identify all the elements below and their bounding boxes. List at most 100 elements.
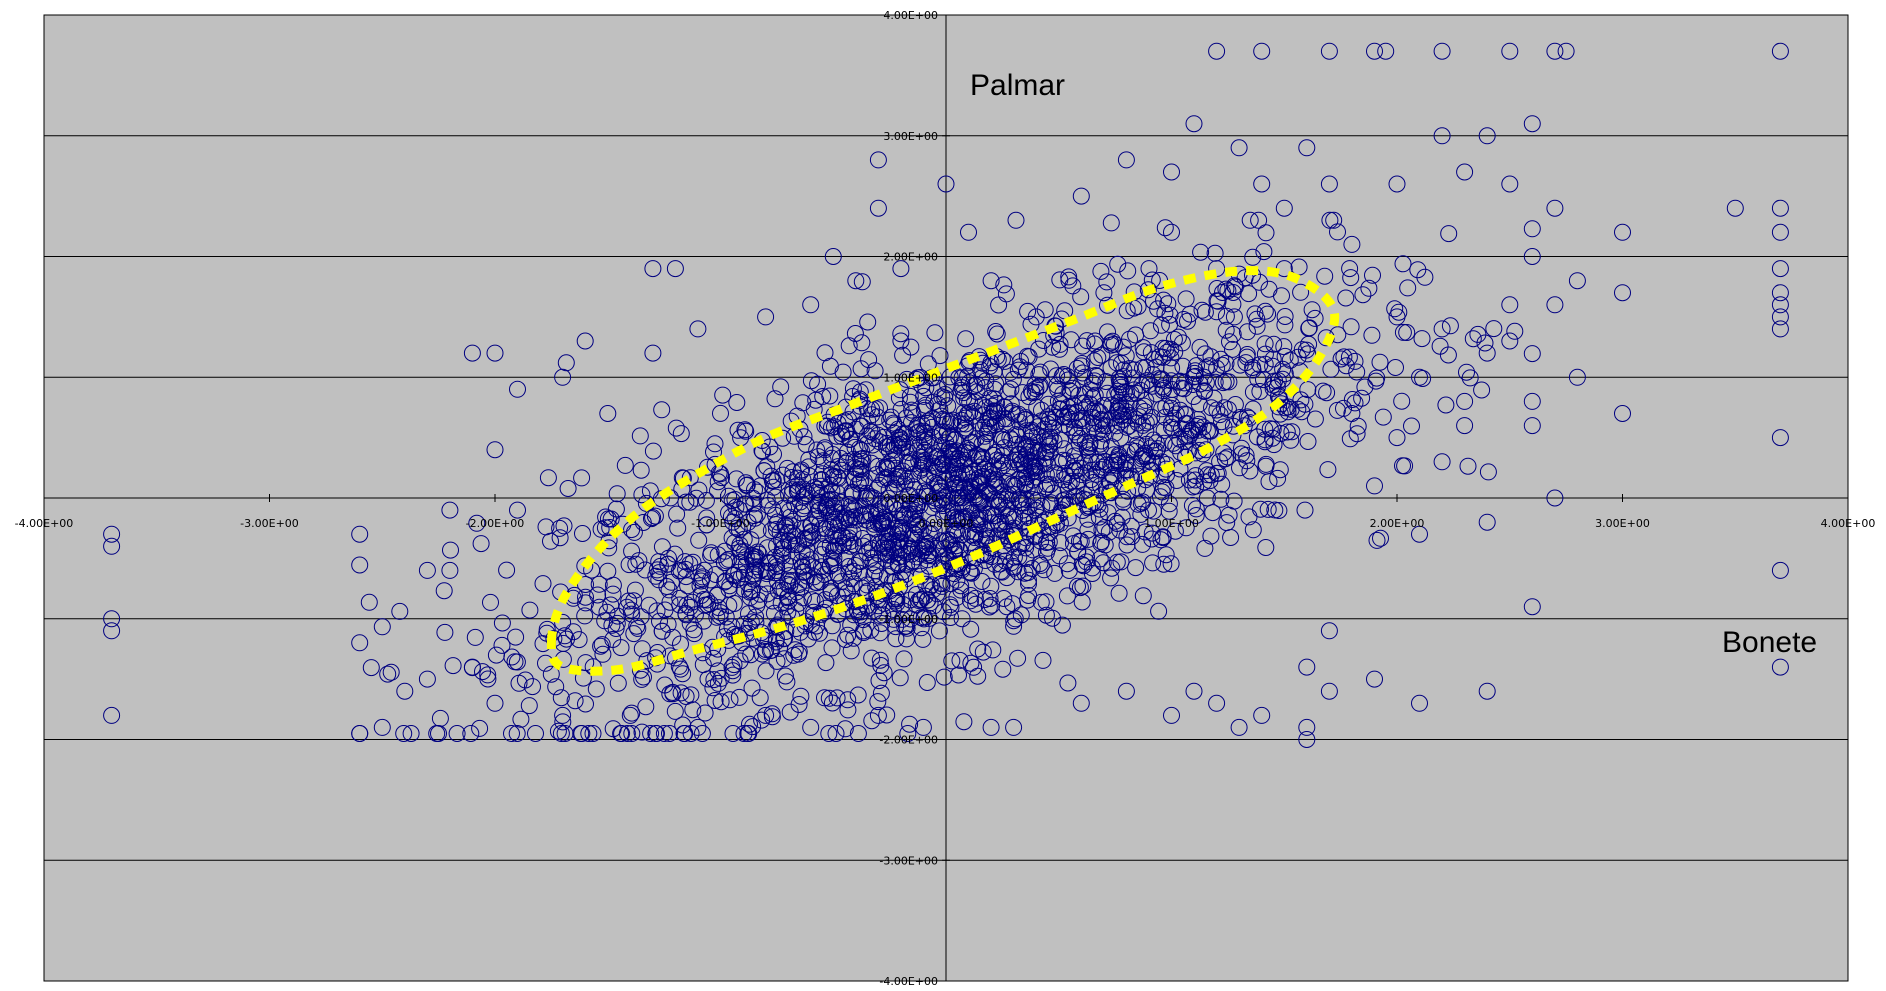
data-point xyxy=(839,691,857,709)
data-point xyxy=(997,285,1015,303)
data-point xyxy=(1020,509,1037,527)
data-point xyxy=(827,725,845,742)
data-point xyxy=(625,625,643,643)
data-point xyxy=(402,725,420,742)
data-point xyxy=(919,431,936,449)
data-point xyxy=(1190,421,1207,439)
data-point xyxy=(689,320,707,338)
data-point xyxy=(512,710,530,728)
data-point xyxy=(891,669,909,687)
data-point xyxy=(1208,359,1226,377)
data-point xyxy=(880,455,898,473)
data-point xyxy=(1342,269,1360,287)
data-point xyxy=(965,658,983,676)
data-point xyxy=(1261,420,1279,438)
data-point xyxy=(1179,312,1196,330)
data-point xyxy=(1145,431,1162,449)
data-point xyxy=(863,539,881,557)
data-point xyxy=(436,623,454,641)
data-point xyxy=(839,626,857,644)
data-point xyxy=(1726,199,1744,217)
data-point xyxy=(1009,563,1027,581)
data-point xyxy=(878,706,896,724)
data-point xyxy=(764,592,781,610)
data-point xyxy=(1165,331,1183,348)
data-point xyxy=(946,431,964,449)
data-point xyxy=(1020,587,1038,604)
data-point xyxy=(684,553,702,571)
data-point xyxy=(780,532,798,550)
data-point xyxy=(1260,280,1278,298)
data-point xyxy=(1224,284,1242,301)
data-point xyxy=(1335,348,1353,366)
data-point xyxy=(1414,370,1432,387)
data-point xyxy=(1138,372,1156,390)
data-point xyxy=(1259,500,1277,518)
data-point xyxy=(818,485,836,502)
data-point xyxy=(1055,471,1073,489)
data-point xyxy=(954,489,971,507)
data-point xyxy=(1614,223,1631,241)
data-point xyxy=(976,427,994,445)
data-point xyxy=(587,680,605,698)
data-point xyxy=(1079,510,1097,528)
data-point xyxy=(1557,42,1575,60)
data-point xyxy=(951,651,969,669)
data-point xyxy=(1006,477,1024,495)
data-point xyxy=(1037,443,1055,461)
data-point xyxy=(712,693,730,711)
data-point xyxy=(1156,219,1174,237)
data-point xyxy=(1019,302,1037,320)
data-point xyxy=(1215,444,1233,462)
data-point xyxy=(690,481,708,499)
data-point xyxy=(1038,543,1055,561)
data-point xyxy=(876,524,894,542)
data-point xyxy=(901,591,919,609)
data-point xyxy=(1771,308,1789,326)
data-point xyxy=(757,562,775,580)
data-point xyxy=(872,684,890,702)
data-point xyxy=(845,562,862,580)
data-point xyxy=(740,605,757,623)
data-point xyxy=(1366,477,1383,495)
data-point xyxy=(894,434,911,452)
data-point xyxy=(968,383,986,401)
data-point xyxy=(1098,384,1116,402)
data-point xyxy=(623,704,641,722)
data-point xyxy=(1059,674,1077,692)
data-point xyxy=(1009,361,1027,379)
data-point xyxy=(858,427,876,445)
data-point xyxy=(1048,367,1066,385)
data-point xyxy=(577,594,595,612)
data-point xyxy=(874,606,892,624)
data-point xyxy=(1140,260,1158,278)
data-point xyxy=(995,276,1013,294)
data-point xyxy=(669,519,687,537)
data-point xyxy=(712,604,729,622)
data-point xyxy=(956,415,974,433)
data-point xyxy=(1150,602,1168,620)
data-point xyxy=(677,606,695,624)
data-point xyxy=(836,594,854,612)
data-point xyxy=(1134,587,1152,605)
data-point xyxy=(798,567,816,585)
data-point xyxy=(1250,211,1268,229)
data-point xyxy=(985,402,1003,420)
data-point xyxy=(1184,376,1202,393)
data-point xyxy=(1298,718,1316,736)
data-point xyxy=(1218,514,1236,532)
data-point xyxy=(961,563,979,581)
data-point xyxy=(709,482,726,500)
data-point xyxy=(1011,456,1029,474)
data-point xyxy=(779,575,797,593)
data-point xyxy=(373,618,391,636)
data-point xyxy=(623,542,641,560)
data-point xyxy=(1163,414,1181,432)
data-point xyxy=(1041,430,1059,448)
data-point xyxy=(1020,451,1038,469)
data-point xyxy=(1321,211,1339,229)
data-point xyxy=(442,541,459,559)
data-point xyxy=(1316,267,1334,285)
data-point xyxy=(1060,268,1078,286)
data-point xyxy=(739,575,757,593)
